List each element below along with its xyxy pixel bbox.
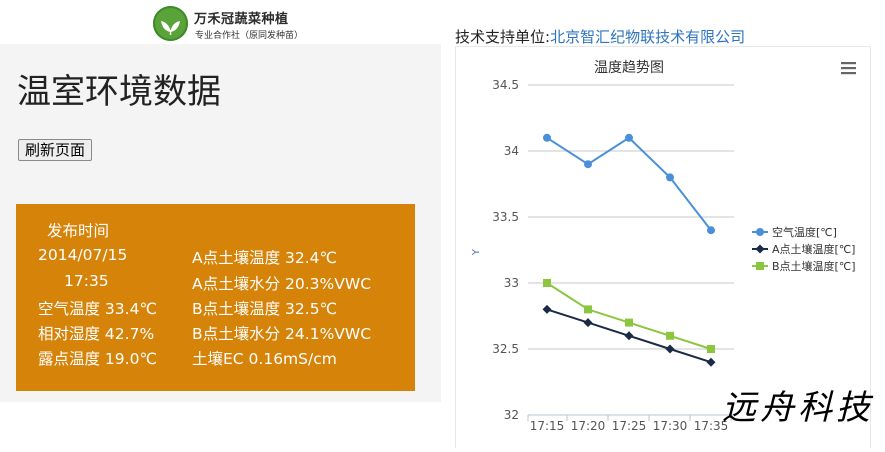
legend-marker (756, 262, 764, 270)
relative-humidity: 相对湿度 42.7% (38, 325, 155, 343)
data-point (543, 133, 551, 142)
left-panel: 万禾冠蔬菜种植 专业合作社（原同发种苗） 温室环境数据 刷新页面 发布时间 20… (0, 0, 441, 447)
data-point (665, 344, 675, 354)
y-tick-label: 33.5 (492, 210, 519, 224)
logo-title: 万禾冠蔬菜种植 (194, 12, 289, 27)
legend-marker (756, 228, 764, 236)
data-point (583, 318, 593, 328)
air-temperature: 空气温度 33.4℃ (38, 300, 157, 318)
data-point (584, 305, 592, 314)
y-tick-label: 34.5 (492, 78, 519, 92)
x-tick-label: 17:30 (653, 419, 688, 433)
data-point (624, 331, 634, 341)
y-tick-label: 32 (504, 408, 519, 422)
publish-time: 17:35 (64, 272, 109, 290)
chart-title: 温度趋势图 (594, 60, 664, 76)
data-point (625, 318, 633, 327)
refresh-button[interactable]: 刷新页面 (18, 139, 93, 161)
data-point (707, 226, 715, 235)
y-tick-label: 32.5 (492, 342, 519, 356)
x-tick-label: 17:35 (694, 419, 729, 433)
logo-subtitle: 专业合作社（原同发种苗） (195, 31, 304, 41)
data-point (666, 331, 674, 340)
series-line (546, 136, 712, 231)
temperature-trend-chart: 温度趋势图 32 32.5 33 33.5 34 34.5 17:15 17:20 17:25… (455, 46, 871, 448)
legend-label: A点土壤温度[℃] (772, 242, 855, 256)
x-tick-label: 17:25 (612, 419, 647, 433)
b-soil-temperature: B点土壤温度 32.5℃ (192, 300, 337, 318)
data-point (543, 279, 551, 287)
y-tick-label: 34 (504, 144, 519, 158)
legend-label: 空气温度[℃] (772, 225, 837, 239)
page-title: 温室环境数据 (17, 72, 221, 112)
tech-support-line: 技术支持单位:北京智汇纪物联技术有限公司 (455, 26, 745, 47)
data-point (542, 304, 552, 314)
data-point (706, 357, 716, 367)
tech-support-company-link[interactable]: 北京智汇纪物联技术有限公司 (550, 28, 746, 46)
chart-svg: 温度趋势图 32 32.5 33 33.5 34 34.5 17:15 17:20 17:25… (471, 60, 857, 433)
dew-point: 露点温度 19.0℃ (38, 350, 157, 368)
signature: 远舟科技 (722, 388, 874, 428)
data-point (666, 173, 674, 182)
soil-ec: 土壤EC 0.16mS/cm (192, 350, 337, 368)
cooperative-logo: 万禾冠蔬菜种植 专业合作社（原同发种苗） (153, 5, 323, 43)
a-soil-moisture: A点土壤水分 20.3%VWC (192, 275, 372, 293)
data-point (625, 133, 633, 142)
y-axis-label: Y (471, 248, 482, 256)
chart-menu-icon[interactable] (840, 61, 857, 75)
data-point (584, 160, 592, 169)
legend-marker (755, 244, 765, 254)
leaf-logo-icon (153, 6, 188, 41)
publish-time-label: 发布时间 (47, 222, 110, 240)
b-soil-moisture: B点土壤水分 24.1%VWC (192, 325, 372, 343)
x-tick-label: 17:15 (530, 419, 565, 433)
x-tick-label: 17:20 (571, 419, 606, 433)
right-panel: 技术支持单位:北京智汇纪物联技术有限公司 温度趋势图 32 32.5 33 33.5 3… (441, 0, 885, 448)
environment-data-panel: 发布时间 2014/07/15 17:35 空气温度 33.4℃ 相对湿度 42… (16, 204, 415, 391)
tech-support-label: 技术支持单位: (455, 28, 551, 46)
a-soil-temperature: A点土壤温度 32.4℃ (192, 249, 337, 267)
publish-date: 2014/07/15 (38, 246, 128, 264)
data-point (707, 345, 715, 353)
y-tick-label: 33 (504, 276, 519, 290)
legend-label: B点土壤温度[℃] (772, 259, 855, 273)
